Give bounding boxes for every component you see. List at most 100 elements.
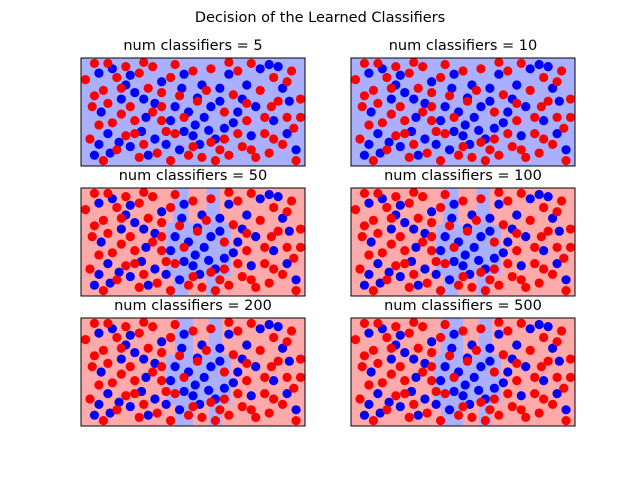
data-point-class-a (516, 261, 526, 271)
data-point-class-b (552, 207, 562, 217)
data-point-class-b (534, 408, 544, 418)
data-point-class-b (282, 207, 292, 217)
data-point-class-a (489, 123, 499, 133)
data-point-class-a (364, 139, 374, 149)
data-point-class-b (170, 189, 180, 200)
plot-area (351, 58, 575, 166)
data-point-class-b (224, 150, 234, 160)
data-point-class-b (148, 367, 158, 377)
data-point-class-a (489, 253, 499, 263)
data-point-class-a (476, 102, 486, 112)
data-point-class-b (282, 242, 292, 252)
data-point-class-b (548, 139, 558, 149)
data-point-class-b (427, 116, 437, 126)
data-point-class-b (157, 217, 167, 228)
data-point-class-b (485, 275, 495, 285)
data-point-class-b (530, 259, 540, 269)
data-point-class-a (199, 242, 209, 252)
data-point-class-b (512, 228, 522, 238)
data-point-class-a (431, 139, 441, 149)
data-point-class-b (453, 410, 464, 420)
data-point-class-b (148, 322, 158, 332)
data-point-class-a (179, 329, 189, 339)
data-point-class-b (552, 242, 562, 252)
data-point-class-b (233, 129, 243, 139)
data-point-class-b (449, 242, 459, 252)
data-point-class-b (458, 196, 468, 206)
data-point-class-a (411, 112, 421, 122)
data-point-class-a (130, 347, 140, 358)
data-point-class-a (141, 372, 151, 382)
data-point-class-b (494, 280, 504, 290)
data-point-class-a (413, 280, 423, 290)
data-point-class-b (121, 322, 131, 332)
data-point-class-b (364, 250, 374, 260)
data-point-class-a (449, 329, 459, 339)
data-point-class-b (197, 152, 207, 162)
data-point-class-b (170, 389, 180, 399)
data-point-class-b (148, 192, 158, 202)
data-point-class-a (485, 226, 495, 236)
data-point-class-b (295, 224, 305, 234)
data-point-class-b (206, 397, 216, 407)
data-point-class-b (512, 116, 522, 126)
data-point-class-b (246, 58, 256, 68)
data-point-class-b (431, 256, 441, 267)
data-point-class-b (273, 96, 283, 106)
data-point-class-b (157, 246, 167, 256)
data-point-class-a (190, 380, 200, 390)
subplot: num classifiers = 5 (80, 38, 306, 167)
data-point-class-a (273, 62, 283, 72)
data-point-class-a (94, 328, 104, 338)
data-point-class-b (498, 350, 508, 360)
data-point-class-a (139, 224, 149, 234)
data-point-class-b (373, 188, 383, 198)
data-point-class-b (139, 139, 149, 149)
data-point-class-b (94, 120, 104, 130)
data-point-class-b (476, 324, 486, 334)
data-point-class-b (98, 85, 108, 95)
data-point-class-a (125, 401, 135, 412)
data-point-class-a (395, 141, 405, 152)
data-point-class-a (386, 94, 396, 104)
data-point-class-b (98, 345, 108, 355)
data-point-class-b (395, 232, 405, 242)
data-point-class-a (116, 354, 126, 364)
data-point-class-b (453, 280, 464, 290)
data-point-class-a (278, 343, 288, 353)
data-point-class-a (157, 77, 167, 87)
data-point-class-a (89, 280, 100, 290)
data-point-class-b (427, 217, 437, 228)
data-point-class-b (422, 278, 432, 288)
data-point-class-b (269, 332, 279, 343)
data-point-class-b (98, 286, 108, 296)
data-point-class-a (400, 217, 410, 228)
data-point-class-b (436, 286, 446, 296)
data-point-class-b (224, 188, 234, 197)
data-point-class-b (157, 347, 167, 358)
data-point-class-a (246, 391, 256, 401)
data-point-class-a (444, 275, 455, 285)
data-point-class-b (359, 318, 370, 328)
data-point-class-a (215, 356, 225, 366)
data-point-class-b (503, 196, 513, 206)
data-point-class-a (485, 356, 495, 366)
data-point-class-b (121, 261, 131, 271)
data-point-class-b (269, 72, 279, 83)
data-point-class-b (436, 416, 446, 426)
data-point-class-b (143, 343, 153, 353)
data-point-class-b (192, 226, 203, 236)
data-point-class-b (157, 376, 167, 386)
data-point-class-a (94, 139, 104, 149)
data-point-class-b (400, 259, 410, 269)
data-point-class-b (134, 68, 144, 78)
data-point-class-b (89, 221, 100, 231)
data-point-class-b (458, 326, 468, 336)
data-point-class-b (125, 362, 135, 372)
data-point-class-b (489, 107, 499, 117)
data-point-class-b (449, 112, 459, 122)
data-point-class-b (260, 242, 270, 252)
data-point-class-b (201, 215, 212, 225)
data-point-class-a (94, 198, 104, 208)
data-point-class-b (219, 367, 229, 377)
